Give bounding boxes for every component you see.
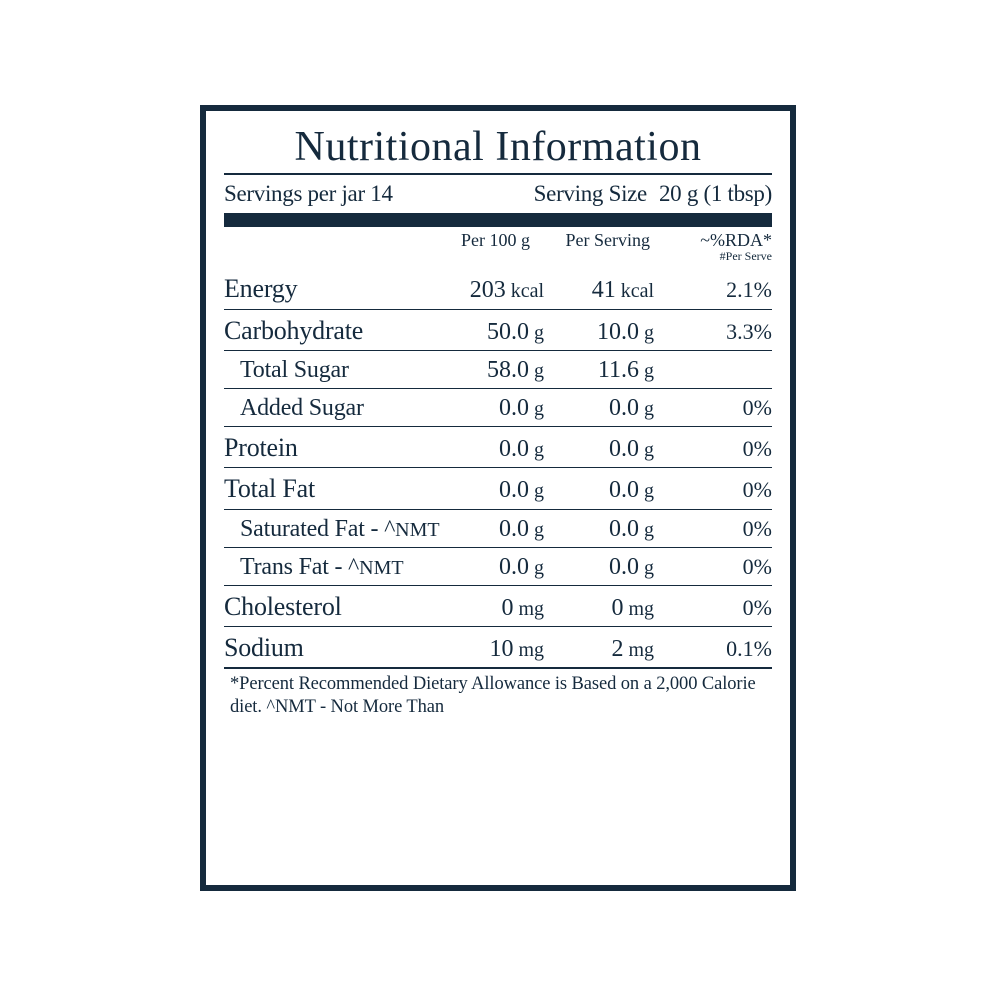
servings-per-jar-value: 14 xyxy=(370,181,392,206)
serving-size-label: Serving Size xyxy=(534,181,659,207)
nutrient-name: Sodium xyxy=(224,634,446,661)
per-serving-value: 11.6 g xyxy=(546,358,656,383)
nutrient-name: Total Fat xyxy=(224,475,446,502)
nutrition-panel: Nutritional Information Servings per jar… xyxy=(200,105,796,891)
col-rda: ~%RDA* #Per Serve xyxy=(656,231,772,262)
rda-value: 0% xyxy=(656,596,772,619)
servings-line: Servings per jar 14 Serving Size 20 g (1… xyxy=(224,175,772,213)
rda-value: 0% xyxy=(656,437,772,460)
per-100g-value: 0.0 g xyxy=(446,478,546,503)
nutrient-rows: Energy203 kcal41 kcal2.1%Carbohydrate50.… xyxy=(224,268,772,669)
nutrient-row: Sodium10 mg2 mg0.1% xyxy=(224,627,772,669)
nutrient-name: Cholesterol xyxy=(224,593,446,620)
per-100g-value: 10 mg xyxy=(446,637,546,662)
per-100g-value: 0.0 g xyxy=(446,517,546,542)
per-serving-value: 0 mg xyxy=(546,596,656,621)
nutrient-name: Total Sugar xyxy=(224,358,446,383)
rda-value: 2.1% xyxy=(656,278,772,301)
servings-per-jar: Servings per jar 14 xyxy=(224,181,393,207)
per-100g-value: 0.0 g xyxy=(446,437,546,462)
rda-value: 0.1% xyxy=(656,637,772,660)
panel-title: Nutritional Information xyxy=(224,123,772,175)
nutrient-name: Carbohydrate xyxy=(224,317,446,344)
rda-value: 0% xyxy=(656,555,772,578)
column-headers: Per 100 g Per Serving ~%RDA* #Per Serve xyxy=(224,231,772,268)
nutrient-row: Carbohydrate50.0 g10.0 g3.3% xyxy=(224,310,772,351)
per-serving-value: 41 kcal xyxy=(546,278,656,303)
nutrient-row: Cholesterol0 mg0 mg0% xyxy=(224,586,772,627)
rda-value: 0% xyxy=(656,396,772,419)
per-100g-value: 203 kcal xyxy=(446,278,546,303)
nutrient-name: Saturated Fat - ^NMT xyxy=(224,517,446,542)
per-serving-value: 0.0 g xyxy=(546,396,656,421)
rda-value: 3.3% xyxy=(656,320,772,343)
nutrient-row: Protein0.0 g0.0 g0% xyxy=(224,427,772,468)
col-rda-main: ~%RDA* xyxy=(700,230,772,250)
nutrient-row: Added Sugar0.0 g0.0 g0% xyxy=(224,389,772,427)
rda-value: 0% xyxy=(656,478,772,501)
col-per-100g: Per 100 g xyxy=(424,231,536,250)
per-100g-value: 0 mg xyxy=(446,596,546,621)
per-100g-value: 0.0 g xyxy=(446,396,546,421)
serving-size-value: 20 g (1 tbsp) xyxy=(659,181,772,207)
nutrient-row: Energy203 kcal41 kcal2.1% xyxy=(224,268,772,309)
col-rda-sub: #Per Serve xyxy=(656,250,772,263)
nutrient-name: Added Sugar xyxy=(224,396,446,421)
nutrient-row: Trans Fat - ^NMT0.0 g0.0 g0% xyxy=(224,548,772,586)
col-per-serving: Per Serving xyxy=(536,231,656,250)
nutrient-row: Total Sugar58.0 g11.6 g xyxy=(224,351,772,389)
servings-per-jar-label: Servings per jar xyxy=(224,181,365,206)
nutrient-name: Energy xyxy=(224,275,446,302)
per-serving-value: 0.0 g xyxy=(546,437,656,462)
per-serving-value: 10.0 g xyxy=(546,320,656,345)
nutrient-name: Trans Fat - ^NMT xyxy=(224,555,446,580)
nutrient-row: Saturated Fat - ^NMT0.0 g0.0 g0% xyxy=(224,510,772,548)
per-serving-value: 2 mg xyxy=(546,637,656,662)
per-100g-value: 50.0 g xyxy=(446,320,546,345)
per-serving-value: 0.0 g xyxy=(546,555,656,580)
per-100g-value: 58.0 g xyxy=(446,358,546,383)
nutrient-name: Protein xyxy=(224,434,446,461)
nutrient-row: Total Fat0.0 g0.0 g0% xyxy=(224,468,772,509)
thick-divider xyxy=(224,213,772,227)
per-serving-value: 0.0 g xyxy=(546,517,656,542)
per-100g-value: 0.0 g xyxy=(446,555,546,580)
per-serving-value: 0.0 g xyxy=(546,478,656,503)
footnote: *Percent Recommended Dietary Allowance i… xyxy=(224,669,772,719)
rda-value: 0% xyxy=(656,517,772,540)
